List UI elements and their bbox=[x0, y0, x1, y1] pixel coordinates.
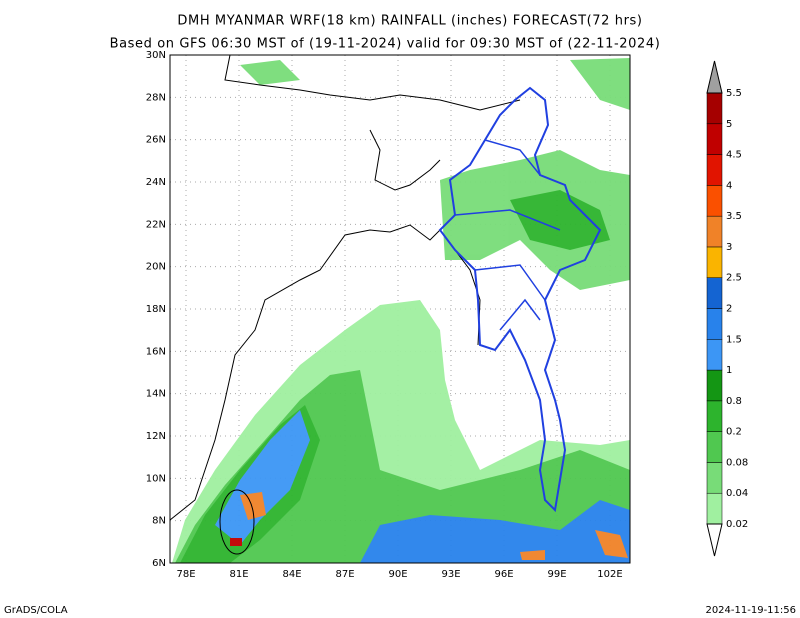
rain-north-core bbox=[510, 190, 610, 250]
colorbar-label: 1.5 bbox=[726, 334, 742, 345]
lat-label: 6N bbox=[152, 558, 166, 569]
colorbar-label: 5.5 bbox=[726, 88, 742, 99]
lon-label: 102E bbox=[597, 569, 622, 580]
colorbar-label: 3.5 bbox=[726, 211, 742, 222]
lat-label: 24N bbox=[146, 177, 166, 188]
footer-left: GrADS/COLA bbox=[4, 605, 68, 616]
colorbar-label: 0.8 bbox=[726, 396, 742, 407]
colorbar-segment bbox=[706, 400, 723, 432]
rain-orange-south bbox=[520, 550, 545, 560]
lon-label: 84E bbox=[282, 569, 301, 580]
colorbar-label: 4 bbox=[726, 180, 732, 191]
lat-label: 18N bbox=[146, 304, 166, 315]
rain-blue-south bbox=[360, 500, 630, 563]
colorbar-label: 5 bbox=[726, 119, 732, 130]
border-bangladesh bbox=[369, 129, 441, 191]
colorbar-segment bbox=[706, 185, 723, 217]
colorbar-label: 2.5 bbox=[726, 273, 742, 284]
lon-label: 87E bbox=[335, 569, 354, 580]
colorbar-label: 0.2 bbox=[726, 427, 742, 438]
lon-label: 90E bbox=[388, 569, 407, 580]
lat-label: 20N bbox=[146, 262, 166, 273]
rain-blue bbox=[215, 410, 310, 545]
colorbar-label: 0.02 bbox=[726, 519, 748, 530]
rain-red bbox=[230, 538, 242, 546]
map-frame bbox=[169, 54, 631, 564]
colorbar-segment bbox=[706, 154, 723, 186]
colorbar-label: 2 bbox=[726, 304, 732, 315]
colorbar-segment bbox=[706, 92, 723, 125]
colorbar-segment bbox=[706, 339, 723, 371]
colorbar-segment bbox=[706, 492, 723, 525]
footer-right: 2024-11-19-11:56 bbox=[705, 605, 796, 616]
colorbar-under bbox=[706, 523, 723, 557]
subtitle: Based on GFS 06:30 MST of (19-11-2024) v… bbox=[110, 37, 661, 52]
colorbar: 0.02 0.04 0.08 0.2 0.8 1 1.5 2 2.5 3 3.5 4 4.5 5 5.5 bbox=[706, 60, 748, 557]
colorbar-segment bbox=[706, 369, 723, 402]
colorbar-segment bbox=[706, 308, 723, 340]
lat-label: 8N bbox=[152, 516, 166, 527]
rain-orange-east bbox=[595, 530, 628, 558]
lat-label: 22N bbox=[146, 219, 166, 230]
colorbar-segment bbox=[706, 246, 723, 278]
lat-label: 16N bbox=[146, 346, 166, 357]
sri-lanka bbox=[219, 489, 255, 555]
colorbar-over bbox=[706, 60, 723, 94]
rain-orange bbox=[240, 492, 266, 520]
colorbar-segment bbox=[706, 462, 723, 494]
border-north bbox=[224, 54, 521, 111]
lon-label: 78E bbox=[176, 569, 195, 580]
lon-label: 81E bbox=[229, 569, 248, 580]
map-area: 30N 28N 26N 24N 22N 20N 18N 16N 14N 12N 10N 8N 6N 78E… bbox=[146, 50, 631, 580]
colorbar-label: 3 bbox=[726, 242, 732, 253]
colorbar-segment bbox=[706, 215, 723, 248]
colorbar-label: 0.04 bbox=[726, 488, 748, 499]
rainfall-field bbox=[172, 58, 630, 563]
colorbar-label: 1 bbox=[726, 365, 732, 376]
title: DMH MYANMAR WRF(18 km) RAINFALL (inches)… bbox=[177, 14, 642, 29]
region-boundaries bbox=[454, 139, 561, 331]
lat-label: 12N bbox=[146, 431, 166, 442]
lat-label: 14N bbox=[146, 389, 166, 400]
rain-himalaya bbox=[240, 58, 630, 110]
colorbar-label: 0.08 bbox=[726, 457, 748, 468]
colorbar-label: 4.5 bbox=[726, 150, 742, 161]
lon-label: 96E bbox=[494, 569, 513, 580]
lon-label: 93E bbox=[441, 569, 460, 580]
colorbar-segment bbox=[706, 277, 723, 309]
lat-label: 28N bbox=[146, 92, 166, 103]
colorbar-segment bbox=[706, 123, 723, 155]
lon-label: 99E bbox=[547, 569, 566, 580]
colorbar-segment bbox=[706, 431, 723, 463]
lat-label: 10N bbox=[146, 473, 166, 484]
lat-label: 30N bbox=[146, 50, 166, 61]
lat-label: 26N bbox=[146, 135, 166, 146]
